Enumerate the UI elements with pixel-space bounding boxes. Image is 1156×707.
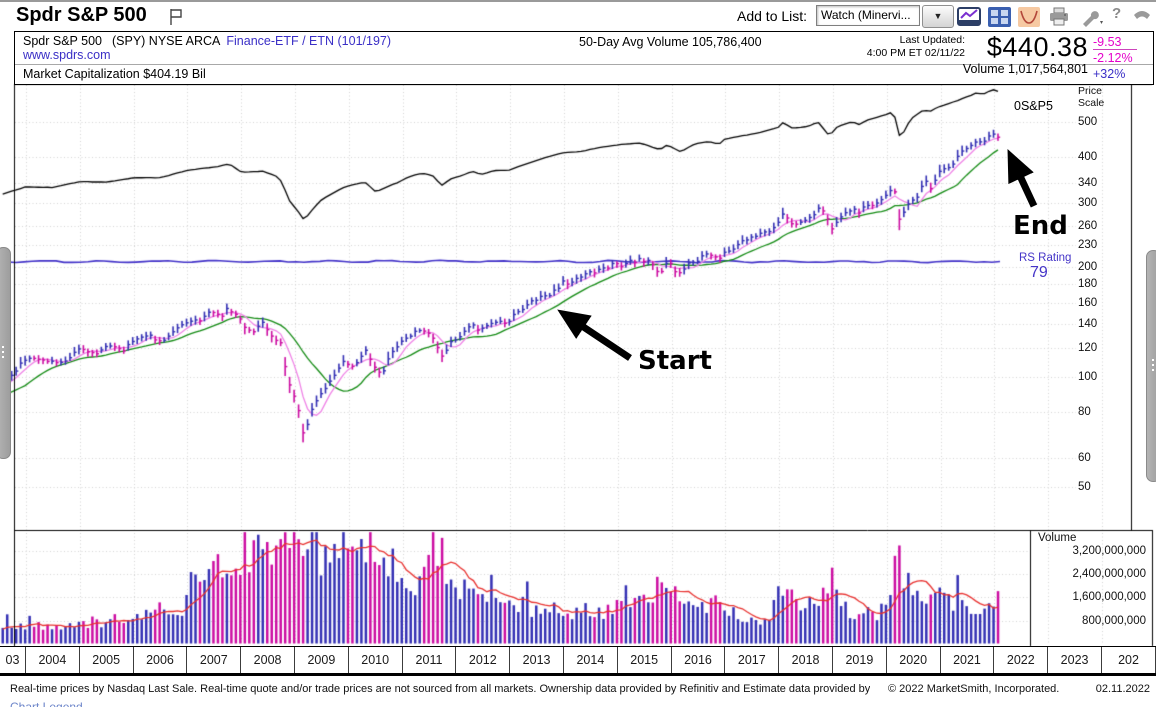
pattern-recognition-icon[interactable] (1018, 7, 1042, 27)
year-label: 2013 (510, 647, 564, 673)
industry-group-link[interactable]: Finance-ETF / ETN (101/197) (226, 34, 392, 48)
year-label: 2023 (1048, 647, 1102, 673)
year-label: 2019 (833, 647, 887, 673)
top-toolbar: Spdr S&P 500 Add to List: Watch (Minervi… (0, 0, 1156, 32)
price-tick-label: 400 (1078, 151, 1098, 164)
market-cap-label: Market Capitalization $404.19 Bil (23, 67, 206, 81)
volume-tick-label: 800,000,000 (1082, 614, 1146, 627)
year-label: 2006 (134, 647, 188, 673)
year-label: 2017 (725, 647, 780, 673)
chart-view-icon[interactable] (957, 7, 981, 27)
price-tick-label: 60 (1078, 452, 1091, 465)
flag-icon[interactable] (168, 8, 184, 31)
year-label: 2009 (295, 647, 349, 673)
website-link[interactable]: www.spdrs.com (23, 48, 111, 62)
price-tick-label: 120 (1078, 342, 1098, 355)
page-title: Spdr S&P 500 (16, 4, 147, 26)
price-tick-label: 500 (1078, 116, 1098, 128)
year-label: 2014 (564, 647, 618, 673)
year-label: 2021 (941, 647, 995, 673)
tools-icon[interactable] (1080, 7, 1104, 27)
last-updated-time: 4:00 PM ET 02/11/22 (866, 47, 965, 59)
price-tick-label: 230 (1078, 239, 1098, 252)
volume-tick-label: 1,600,000,000 (1072, 591, 1146, 604)
watch-list-dropdown-arrow-button[interactable]: ▼ (922, 5, 954, 28)
last-updated-label: Last Updated: (899, 34, 965, 46)
year-label: 03 (0, 647, 26, 673)
price-tick-label: 300 (1078, 196, 1098, 209)
year-label: 2004 (26, 647, 80, 673)
year-label: 2012 (456, 647, 511, 673)
start-annotation: Start (638, 346, 712, 376)
print-icon[interactable] (1048, 7, 1072, 27)
volume-tick-label: 2,400,000,000 (1072, 568, 1146, 581)
year-label: 2010 (349, 647, 403, 673)
date-label: 02.11.2022 (1095, 683, 1150, 695)
price-tick-label: 340 (1078, 177, 1098, 190)
year-label: 2015 (618, 647, 672, 673)
year-label: 2005 (80, 647, 134, 673)
add-to-list-label: Add to List: (737, 8, 808, 24)
watch-list-dropdown[interactable]: Watch (Minervi... (816, 5, 920, 26)
symbol-exchange: (SPY) NYSE ARCA (112, 34, 221, 48)
left-panel-grip[interactable] (0, 247, 11, 459)
price-quote: $440.38 (986, 32, 1088, 62)
year-label: 2011 (403, 647, 457, 673)
volume-change-pct: +32% (1093, 67, 1126, 81)
year-label: 2016 (672, 647, 726, 673)
rs-rating-label: RS Rating (1019, 252, 1072, 264)
end-annotation: End (1013, 211, 1068, 241)
volume-pane-title: Volume (1038, 532, 1077, 544)
year-label: 2018 (779, 647, 833, 673)
price-tick-label: 160 (1078, 296, 1098, 309)
chart-legend-link[interactable]: Chart Legend (10, 700, 83, 707)
copyright-text: © 2022 MarketSmith, Incorporated. (888, 683, 1060, 695)
index-symbol-label: 0S&P5 (1014, 99, 1053, 113)
avg-volume-label: 50-Day Avg Volume 105,786,400 (579, 35, 762, 49)
volume-reading: Volume 1,017,564,801 (962, 62, 1088, 76)
price-tick-label: 50 (1078, 480, 1091, 493)
volume-tick-label: 3,200,000,000 (1072, 545, 1146, 557)
header-divider (15, 64, 1153, 65)
disclaimer-text: Real-time prices by Nasdaq Last Sale. Re… (10, 683, 871, 695)
year-axis: 03 2004 2005 2006 2007 2008 2009 2010 2011 2012 20… (0, 646, 1156, 676)
price-tick-label: 140 (1078, 317, 1098, 330)
price-change: -9.53 (1093, 35, 1137, 50)
price-tick-label: 180 (1078, 277, 1098, 290)
quote-header: Spdr S&P 500 (SPY) NYSE ARCA Finance-ETF /… (14, 31, 1154, 85)
price-scale-title: Price Scale (1078, 85, 1105, 109)
year-label: 2007 (187, 647, 242, 673)
price-tick-label: 260 (1078, 219, 1098, 232)
price-tick-label: 100 (1078, 371, 1098, 384)
price-change-pct: -2.12% (1093, 51, 1133, 65)
right-panel-grip[interactable] (1146, 250, 1156, 482)
grid-view-icon[interactable] (988, 7, 1012, 27)
price-tick-label: 200 (1078, 261, 1098, 274)
help-icon[interactable]: ? (1112, 5, 1122, 22)
phone-icon[interactable] (1132, 7, 1156, 27)
year-label: 2022 (994, 647, 1049, 673)
rs-rating-value: 79 (1030, 264, 1048, 281)
year-label: 2020 (887, 647, 941, 673)
price-tick-label: 80 (1078, 406, 1091, 419)
year-label: 202 (1102, 647, 1156, 673)
instrument-name: Spdr S&P 500 (23, 34, 102, 48)
year-label: 2008 (241, 647, 295, 673)
